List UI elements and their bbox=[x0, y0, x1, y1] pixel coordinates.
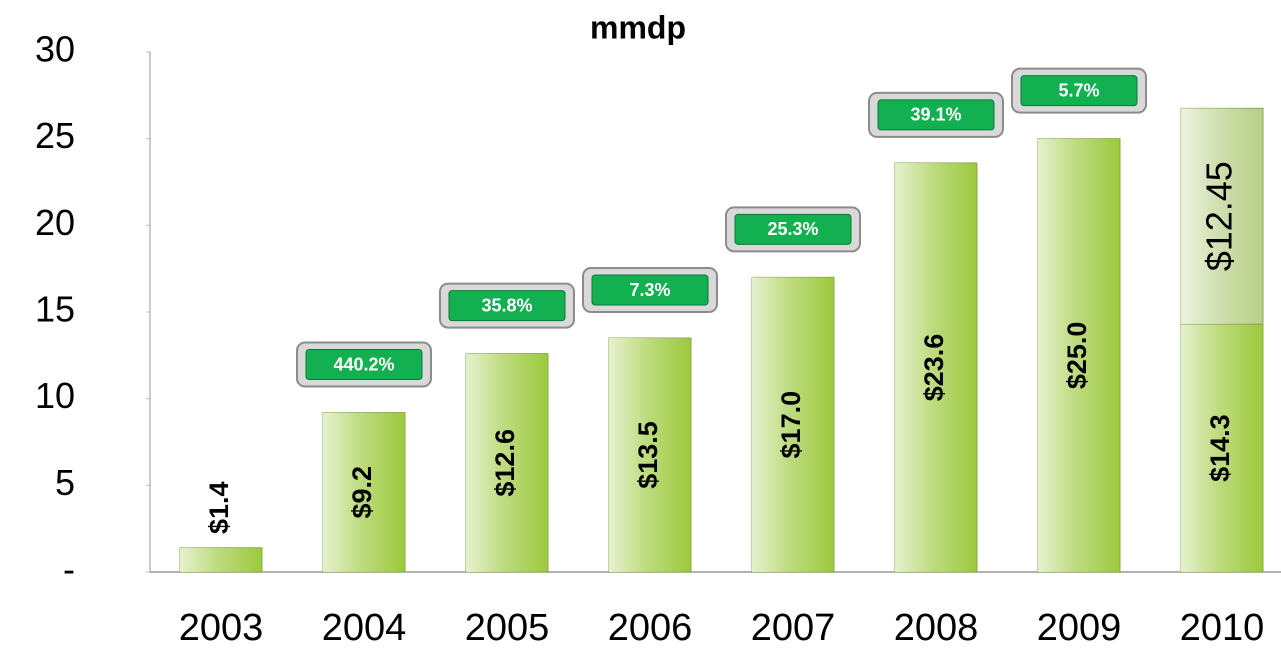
x-tick-label: 2006 bbox=[608, 607, 693, 649]
growth-label: 440.2% bbox=[333, 354, 394, 374]
value-label: $17.0 bbox=[776, 391, 806, 459]
chart-title: mmdp bbox=[590, 9, 686, 45]
bar-shade bbox=[752, 277, 834, 572]
value-label: $1.4 bbox=[204, 481, 234, 534]
value-label: $25.0 bbox=[1062, 322, 1092, 390]
growth-badge: 7.3% bbox=[582, 267, 718, 313]
bar-shade bbox=[895, 162, 977, 572]
x-tick-label: 2010 bbox=[1180, 607, 1265, 649]
y-tick-label: 30 bbox=[35, 29, 75, 70]
x-tick-label: 2003 bbox=[179, 607, 264, 649]
bar-shade bbox=[466, 353, 548, 572]
growth-label: 5.7% bbox=[1058, 80, 1099, 100]
y-tick-label: 15 bbox=[35, 289, 75, 330]
growth-label: 25.3% bbox=[767, 219, 818, 239]
x-tick-label: 2007 bbox=[751, 607, 836, 649]
bar-shade bbox=[1181, 324, 1263, 572]
growth-box bbox=[305, 349, 423, 381]
bar-shade bbox=[180, 547, 262, 572]
growth-label: 39.1% bbox=[910, 105, 961, 125]
growth-box bbox=[591, 274, 709, 306]
bar-shade bbox=[609, 338, 691, 572]
growth-label: 35.8% bbox=[481, 295, 532, 315]
x-tick-label: 2004 bbox=[322, 607, 407, 649]
y-tick-label: 5 bbox=[55, 462, 75, 503]
growth-box bbox=[734, 213, 852, 245]
growth-box bbox=[448, 290, 566, 322]
y-tick-label: 10 bbox=[35, 375, 75, 416]
x-tick-label: 2005 bbox=[465, 607, 550, 649]
bar-shade bbox=[1038, 138, 1120, 572]
x-tick-label: 2009 bbox=[1037, 607, 1122, 649]
value-label: $23.6 bbox=[919, 334, 949, 402]
growth-box bbox=[877, 99, 995, 131]
value-label: $14.3 bbox=[1205, 414, 1235, 482]
bar-shade bbox=[1181, 108, 1263, 325]
y-tick-label: 25 bbox=[35, 115, 75, 156]
bar-shade bbox=[323, 412, 405, 572]
y-tick-label: - bbox=[63, 549, 75, 590]
growth-badge: 440.2% bbox=[296, 341, 432, 388]
growth-badge: 35.8% bbox=[439, 282, 575, 329]
value-label: $12.45 bbox=[1199, 161, 1240, 271]
growth-box bbox=[1020, 75, 1138, 107]
growth-badge: 39.1% bbox=[868, 91, 1004, 138]
growth-label: 7.3% bbox=[629, 280, 670, 300]
value-label: $13.5 bbox=[633, 421, 663, 489]
growth-badge: 5.7% bbox=[1011, 67, 1147, 114]
y-tick-label: 20 bbox=[35, 202, 75, 243]
x-tick-label: 2008 bbox=[894, 607, 979, 649]
growth-badge: 25.3% bbox=[725, 206, 861, 253]
value-label: $9.2 bbox=[347, 466, 377, 519]
value-label: $12.6 bbox=[490, 429, 520, 497]
